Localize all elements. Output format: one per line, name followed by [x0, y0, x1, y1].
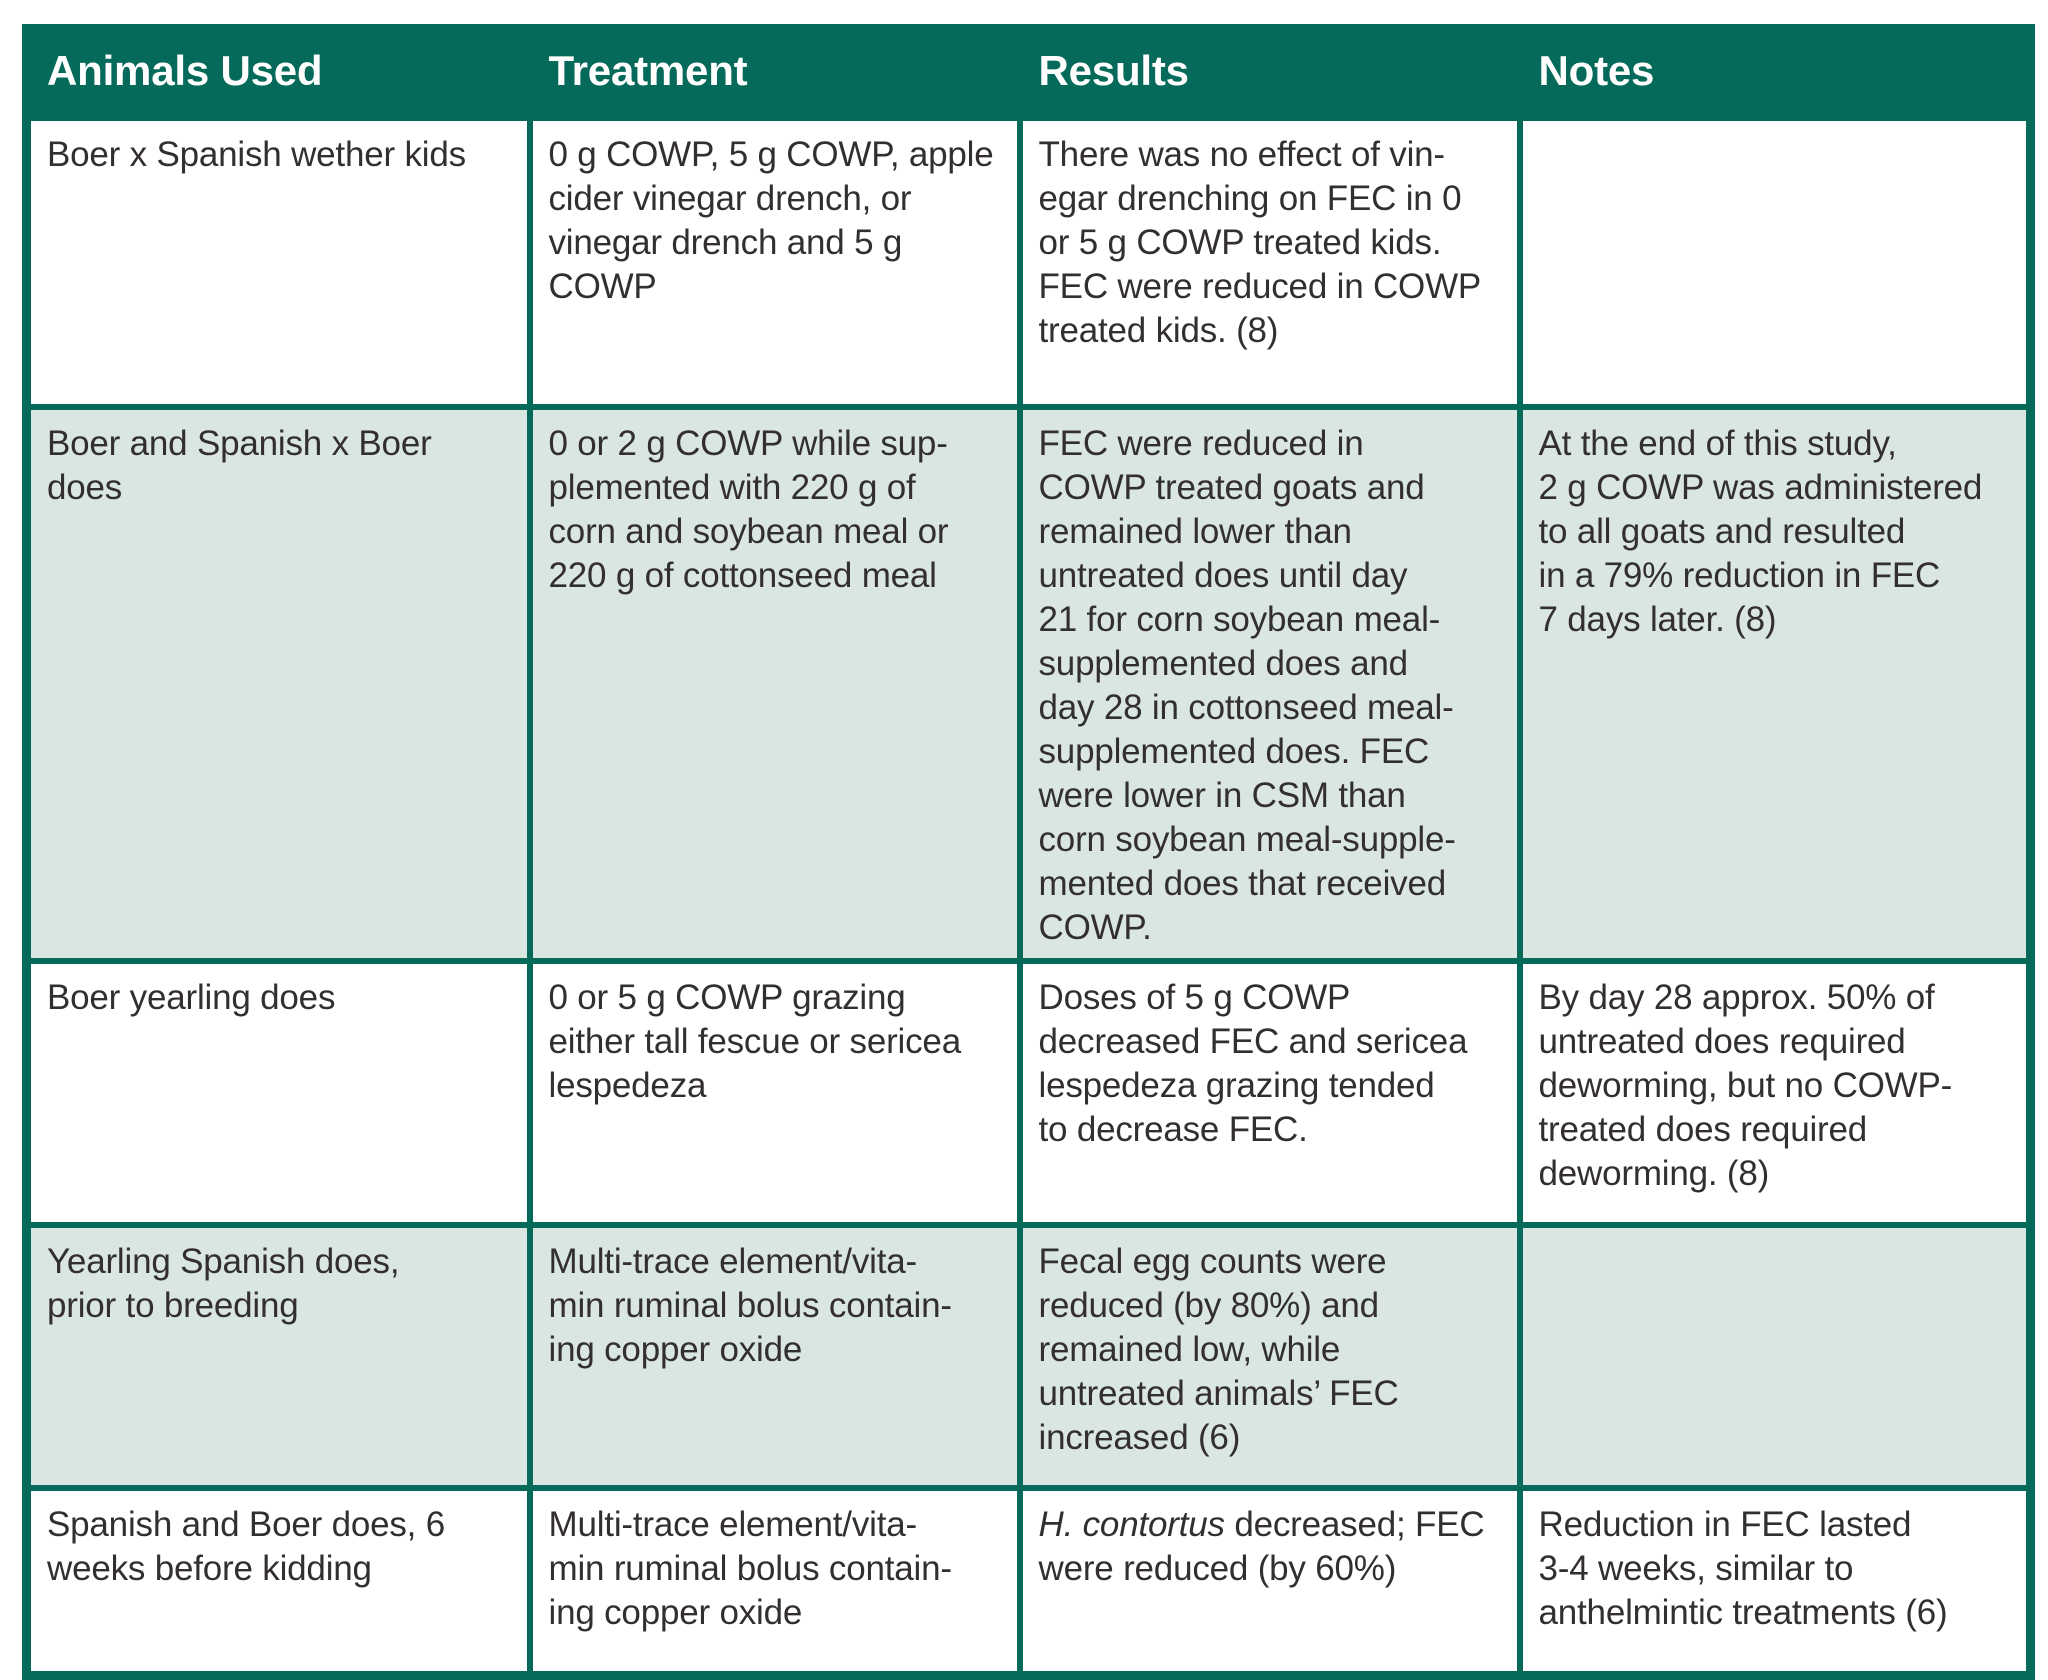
column-header-notes: Notes — [1516, 25, 2034, 121]
table-row: Boer x Spanish wether kids 0 g COWP, 5 g… — [23, 115, 2034, 410]
cell-results: FEC were reduced in COWP treated goats a… — [1016, 404, 1523, 964]
cell-treatment: Multi-trace element/vita- min ruminal bo… — [526, 1222, 1023, 1491]
cell-treatment: 0 or 2 g COWP while sup- plemented with … — [526, 404, 1023, 964]
cell-notes: Reduction in FEC lasted 3-4 weeks, simil… — [1516, 1485, 2034, 1679]
cell-results: Doses of 5 g COWP decreased FEC and seri… — [1016, 958, 1523, 1228]
cell-animals: Spanish and Boer does, 6 weeks before ki… — [23, 1485, 533, 1679]
cell-animals: Boer x Spanish wether kids — [23, 115, 533, 410]
cell-notes — [1516, 1222, 2034, 1491]
column-header-animals-used: Animals Used — [23, 25, 533, 121]
cell-results: Fecal egg counts were reduced (by 80%) a… — [1016, 1222, 1523, 1491]
cell-animals: Boer and Spanish x Boer does — [23, 404, 533, 964]
cell-results: There was no effect of vin- egar drenchi… — [1016, 115, 1523, 410]
header-row: Animals Used Treatment Results Notes — [23, 25, 2034, 121]
table-row: Spanish and Boer does, 6 weeks before ki… — [23, 1485, 2034, 1679]
cell-animals: Boer yearling does — [23, 958, 533, 1228]
cell-results: H. contortus decreased; FEC were reduced… — [1016, 1485, 1523, 1679]
cell-animals: Yearling Spanish does, prior to breeding — [23, 1222, 533, 1491]
column-header-results: Results — [1016, 25, 1523, 121]
research-summary-table: Animals Used Treatment Results Notes Boe… — [22, 24, 2035, 1680]
cell-notes — [1516, 115, 2034, 410]
cell-notes: By day 28 approx. 50% of untreated does … — [1516, 958, 2034, 1228]
cell-results-text: decreased; FEC were reduced (by 60%) — [1038, 1505, 1485, 1588]
species-name-italic: H. contortus — [1038, 1505, 1225, 1544]
table-header: Animals Used Treatment Results Notes — [23, 25, 2034, 121]
table-row: Yearling Spanish does, prior to breeding… — [23, 1222, 2034, 1491]
table-body: Boer x Spanish wether kids 0 g COWP, 5 g… — [23, 115, 2034, 1679]
cell-treatment: 0 g COWP, 5 g COWP, apple cider vinegar … — [526, 115, 1023, 410]
cell-treatment: 0 or 5 g COWP grazing either tall fescue… — [526, 958, 1023, 1228]
table-row: Boer yearling does 0 or 5 g COWP grazing… — [23, 958, 2034, 1228]
cell-treatment: Multi-trace element/vita- min ruminal bo… — [526, 1485, 1023, 1679]
cell-notes: At the end of this study, 2 g COWP was a… — [1516, 404, 2034, 964]
table-row: Boer and Spanish x Boer does 0 or 2 g CO… — [23, 404, 2034, 964]
column-header-treatment: Treatment — [526, 25, 1023, 121]
